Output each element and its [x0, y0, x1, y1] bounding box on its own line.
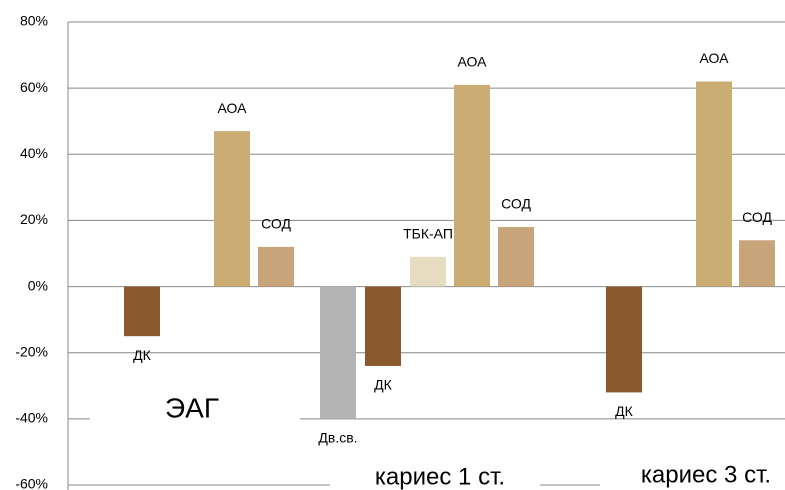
group-label: ЭАГ — [165, 392, 219, 423]
bar-label: АОА — [458, 54, 488, 70]
y-tick-label: 60% — [20, 79, 48, 95]
group-label: кариес 3 ст. — [641, 461, 771, 488]
bar — [365, 287, 401, 366]
bar-label: АОА — [218, 100, 248, 116]
bar — [124, 287, 160, 337]
bar-label: ДК — [133, 347, 151, 363]
bar — [696, 82, 732, 287]
y-tick-label: -40% — [15, 410, 48, 426]
group-label: кариес 1 ст. — [375, 463, 505, 490]
bar-label: АОА — [700, 50, 730, 66]
y-tick-label: 80% — [20, 13, 48, 29]
bar-label: СОД — [261, 216, 291, 232]
bar-label: СОД — [742, 209, 772, 225]
y-tick-label: 40% — [20, 145, 48, 161]
bar — [739, 240, 775, 286]
y-tick-label: 0% — [28, 277, 48, 293]
bar — [320, 287, 356, 419]
bar — [606, 287, 642, 393]
bar — [498, 227, 534, 287]
bar-label: ДК — [615, 403, 633, 419]
bar-label: СОД — [501, 196, 531, 212]
y-tick-label: -60% — [15, 476, 48, 490]
bar — [410, 257, 446, 287]
bar — [214, 131, 250, 286]
y-tick-label: -20% — [15, 343, 48, 359]
bar-label: ТБК-АП — [403, 226, 453, 242]
bar — [454, 85, 490, 287]
bar-label: ДК — [374, 377, 392, 393]
bar — [258, 247, 294, 287]
chart: -60% -40% -20% 0% 20% 40% 60% 80% ЭАГ ДК АОА СОД кар… — [0, 0, 785, 490]
bar-label: Дв.св. — [318, 430, 357, 446]
y-tick-label: 20% — [20, 211, 48, 227]
